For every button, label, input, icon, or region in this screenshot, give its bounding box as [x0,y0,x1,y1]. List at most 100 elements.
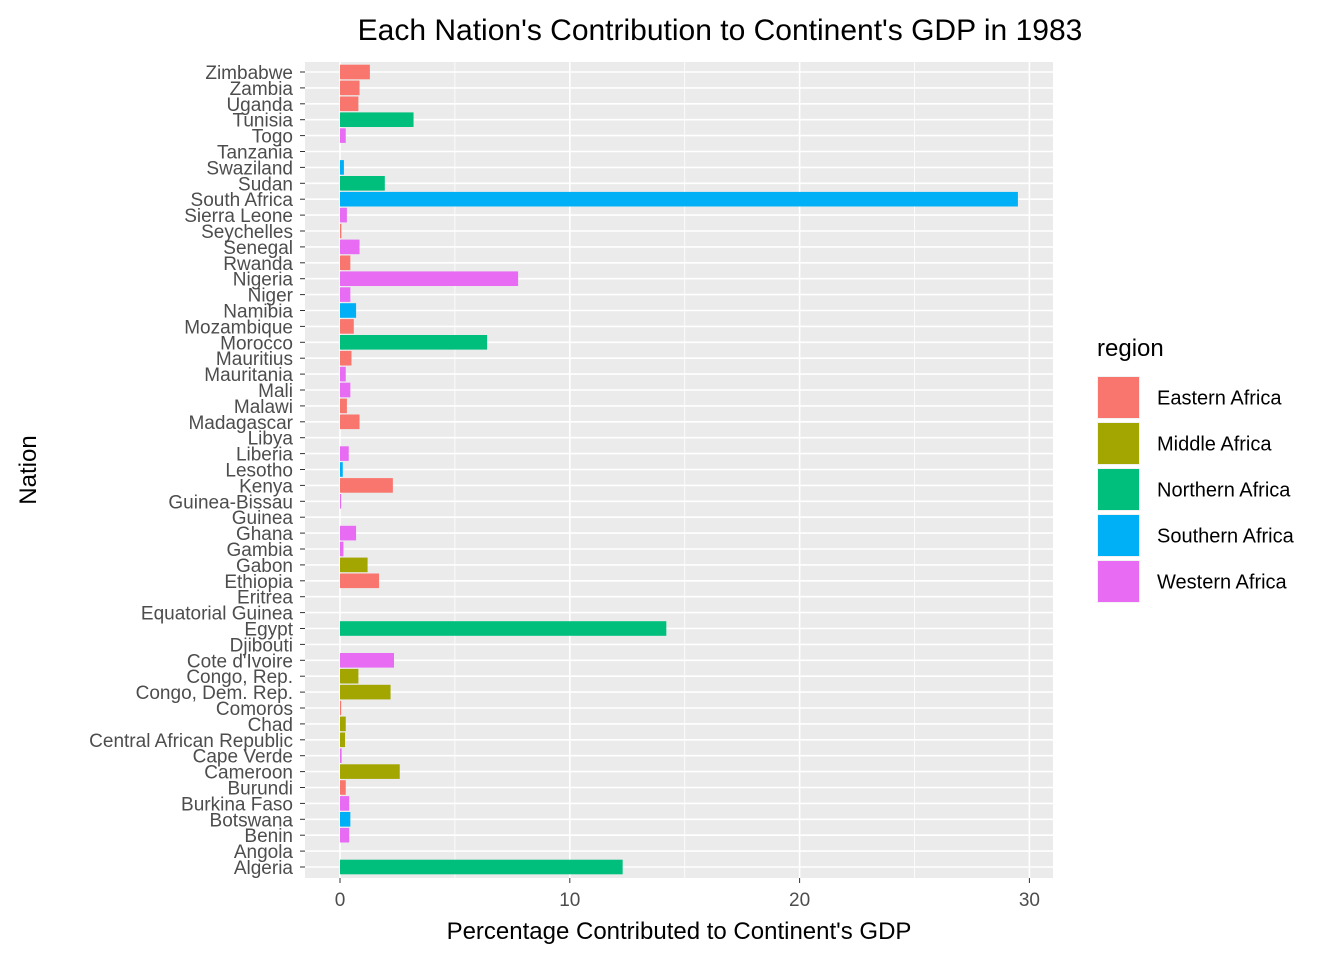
y-tick-label: Namibia [223,302,293,323]
bar [340,684,391,700]
y-tick-label: Tunisia [232,111,293,132]
bar [340,764,400,779]
y-tick-label: Mauritania [204,365,293,386]
y-tick-label: Cote d'Ivoire [187,651,293,672]
y-tick-label: Mali [258,381,293,402]
bar [340,653,395,668]
bar [340,64,370,80]
y-tick-label: Chad [248,715,293,736]
bar [340,621,667,636]
legend-title: region [1097,335,1164,362]
y-tick-label: Burundi [228,779,294,800]
y-tick-label: Libya [248,429,294,450]
y-tick-label: Tanzania [217,143,293,164]
bar [340,223,342,239]
bar [340,350,352,366]
y-tick-label: Ghana [236,524,293,545]
y-tick-label: Egypt [244,620,293,641]
y-tick-label: Togo [252,127,293,148]
y-tick-label: Swaziland [206,158,293,179]
bar [340,176,385,191]
bar [340,557,368,573]
legend: region Eastern Africa Middle Africa Northe… [1097,335,1295,603]
bar [340,668,359,684]
chart-title: Each Nation's Contribution to Continent'… [358,14,1083,47]
bar [340,128,346,143]
y-tick-label: Uganda [226,95,293,116]
y-tick-label: Burkina Faso [181,794,293,815]
y-tick-label: Angola [234,842,294,863]
y-tick-label: Eritrea [237,588,293,609]
x-tick-label: 20 [789,890,810,911]
legend-label: Northern Africa [1157,480,1291,502]
y-tick-label: Seychelles [201,222,293,243]
legend-label: Eastern Africa [1157,388,1282,410]
bar [340,366,346,382]
bar [340,319,354,334]
bar [340,859,623,875]
y-tick-label: Cameroon [204,763,293,784]
bar [340,414,360,430]
y-tick-label: Benin [244,826,293,847]
y-tick-label: Botswana [210,810,294,831]
y-tick-label: South Africa [191,190,294,211]
x-axis-title: Percentage Contributed to Continent's GD… [447,918,912,945]
bar [340,287,351,302]
legend-label: Southern Africa [1157,526,1295,548]
bar [340,796,350,811]
bar [340,80,360,96]
y-axis-title: Nation [15,435,42,504]
bar [340,112,414,127]
bar [340,239,360,255]
bar [340,303,357,318]
x-tick-label: 0 [335,890,346,911]
legend-items: Eastern Africa Middle Africa Northern Afri… [1097,376,1295,603]
y-tick-label: Gabon [236,556,293,577]
y-tick-label: Sudan [238,174,293,195]
bar [340,335,488,350]
y-tick-label: Senegal [223,238,293,259]
bar [340,827,350,843]
y-tick-label: Rwanda [223,254,293,275]
bar [340,462,343,477]
y-tick-label: Ethiopia [224,572,293,593]
y-tick-label: Equatorial Guinea [141,604,294,625]
y-tick-label: Algeria [234,858,294,879]
y-tick-label: Kenya [239,476,293,497]
major-grid-lines [305,62,1053,878]
bar [340,382,351,398]
x-tick-label: 10 [559,890,580,911]
bar [340,494,342,509]
legend-swatch [1098,469,1139,510]
x-tick-label: 30 [1019,890,1040,911]
y-tick-label: Niger [248,286,294,307]
y-tick-label: Cape Verde [193,747,293,768]
legend-swatch [1098,423,1139,464]
y-tick-label: Gambia [226,540,293,561]
y-tick-label: Morocco [220,333,293,354]
legend-label: Middle Africa [1157,434,1272,456]
x-axis: 0 10 20 30 [335,878,1040,911]
legend-label: Western Africa [1157,572,1288,594]
bar [340,446,349,461]
bar [340,732,346,748]
legend-swatch [1098,515,1139,556]
y-tick-label: Zambia [230,79,294,100]
bar [340,191,1018,207]
y-tick-label: Congo, Dem. Rep. [136,683,293,704]
bar [340,812,351,827]
y-tick-label: Madagascar [188,413,293,434]
y-tick-label: Nigeria [233,270,294,291]
bar [340,541,344,557]
legend-swatch [1098,561,1139,602]
y-tick-label: Sierra Leone [184,206,293,227]
y-tick-label: Djibouti [230,635,293,656]
bar [340,271,519,286]
y-tick-label: Lesotho [225,461,293,482]
y-tick-label: Mauritius [216,349,293,370]
bar [340,207,347,223]
bars-group [340,64,1018,875]
y-tick-label: Central African Republic [89,731,293,752]
